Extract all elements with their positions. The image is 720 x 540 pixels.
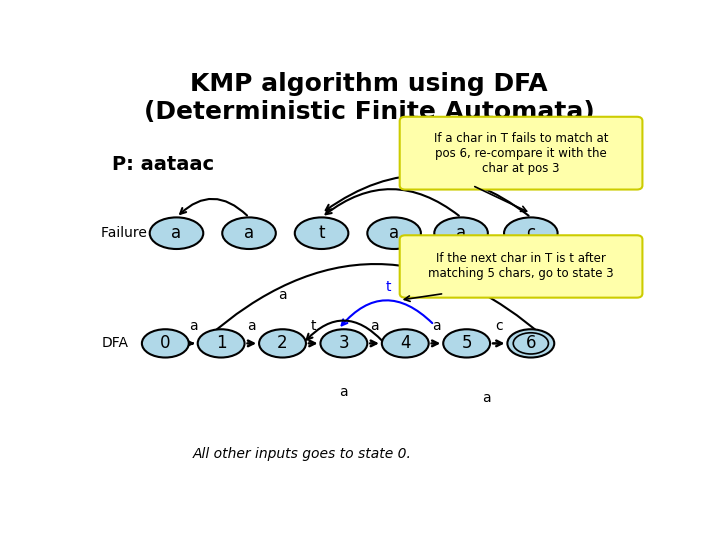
Text: P: aataac: P: aataac xyxy=(112,155,215,174)
Text: 3: 3 xyxy=(338,334,349,353)
Ellipse shape xyxy=(294,218,348,249)
Text: a: a xyxy=(432,319,440,333)
Ellipse shape xyxy=(259,329,306,357)
Text: a: a xyxy=(189,319,197,333)
FancyBboxPatch shape xyxy=(400,117,642,190)
Text: c: c xyxy=(526,224,536,242)
Ellipse shape xyxy=(222,218,276,249)
Text: 1: 1 xyxy=(216,334,227,353)
Text: 0: 0 xyxy=(160,334,171,353)
Text: a: a xyxy=(370,319,379,333)
Text: DFA: DFA xyxy=(101,336,128,350)
Ellipse shape xyxy=(150,218,203,249)
Ellipse shape xyxy=(320,329,367,357)
Text: a: a xyxy=(482,391,490,405)
Text: a: a xyxy=(456,224,466,242)
Text: 5: 5 xyxy=(462,334,472,353)
Text: t: t xyxy=(318,224,325,242)
Ellipse shape xyxy=(367,218,421,249)
Text: Failure link: Failure link xyxy=(101,226,176,240)
Ellipse shape xyxy=(142,329,189,357)
Text: a: a xyxy=(278,288,287,302)
Ellipse shape xyxy=(444,329,490,357)
Text: c: c xyxy=(495,319,503,333)
Text: If the next char in T is t after
matching 5 chars, go to state 3: If the next char in T is t after matchin… xyxy=(428,253,614,280)
Ellipse shape xyxy=(508,329,554,357)
Text: All other inputs goes to state 0.: All other inputs goes to state 0. xyxy=(193,447,411,461)
Text: a: a xyxy=(248,319,256,333)
Text: 2: 2 xyxy=(277,334,288,353)
Text: t: t xyxy=(310,319,316,333)
Text: a: a xyxy=(244,224,254,242)
Text: 4: 4 xyxy=(400,334,410,353)
Text: t: t xyxy=(386,280,391,294)
Text: 6: 6 xyxy=(526,334,536,353)
FancyBboxPatch shape xyxy=(400,235,642,298)
Text: If a char in T fails to match at
pos 6, re-compare it with the
char at pos 3: If a char in T fails to match at pos 6, … xyxy=(434,132,608,174)
Ellipse shape xyxy=(504,218,557,249)
Ellipse shape xyxy=(382,329,428,357)
Text: a: a xyxy=(171,224,181,242)
Ellipse shape xyxy=(198,329,245,357)
Ellipse shape xyxy=(434,218,488,249)
Text: KMP algorithm using DFA
(Deterministic Finite Automata): KMP algorithm using DFA (Deterministic F… xyxy=(143,72,595,124)
Text: a: a xyxy=(389,224,399,242)
Text: a: a xyxy=(340,385,348,399)
